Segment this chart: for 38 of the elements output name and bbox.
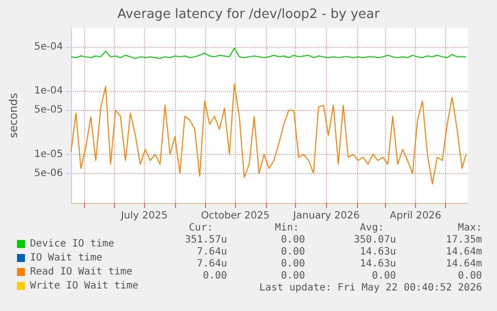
- text: 0.00: [280, 270, 305, 282]
- text: 0.00: [372, 270, 396, 282]
- y-tick-label: 5e-05: [34, 104, 63, 116]
- text: Last update: Fri May 22 00:40:52 2026: [259, 282, 482, 294]
- text: 17.35m: [446, 234, 482, 246]
- text: 14.63u: [360, 246, 396, 258]
- text: 0.00: [458, 270, 482, 282]
- text: 7.64u: [196, 258, 227, 270]
- y-tick-label: 5e-04: [34, 42, 63, 53]
- text: 0.00: [280, 234, 305, 246]
- x-tick-label: April 2026: [390, 210, 442, 222]
- legend-label: Device IO time: [30, 238, 114, 250]
- text: Max:: [458, 222, 482, 234]
- legend-label: Write IO Wait time: [30, 280, 138, 292]
- y-tick-label: 5e-06: [34, 168, 63, 179]
- text: 14.64m: [446, 246, 482, 258]
- y-tick-label: 1e-05: [34, 148, 63, 160]
- text: 14.64m: [446, 258, 482, 270]
- line-series: [70, 83, 467, 184]
- y-tick-label: 1e-04: [34, 86, 63, 97]
- legend-label: Read IO Wait time: [30, 266, 132, 278]
- chart-title: Average latency for /dev/loop2 - by year: [117, 7, 380, 22]
- y-axis-title: seconds: [7, 92, 20, 138]
- text: 350.07u: [354, 234, 396, 246]
- x-tick-label: January 2026: [292, 210, 360, 222]
- legend-label: IO Wait time: [30, 252, 102, 264]
- x-tick-label: July 2025: [120, 210, 168, 222]
- text: 7.64u: [196, 246, 227, 258]
- text: 0.00: [280, 258, 305, 270]
- line-series: [70, 48, 467, 59]
- x-tick-label: October 2025: [201, 210, 270, 222]
- text: Min:: [274, 222, 299, 234]
- text: Cur:: [188, 222, 213, 234]
- text: 351.57u: [184, 234, 227, 246]
- text: 0.00: [202, 270, 227, 282]
- text: 0.00: [280, 246, 305, 258]
- text: Avg:: [360, 222, 384, 234]
- text: 14.63u: [360, 258, 396, 270]
